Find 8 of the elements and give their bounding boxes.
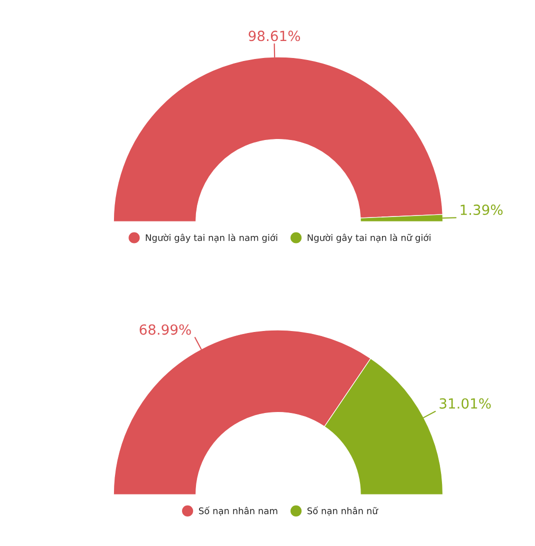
data-label: 68.99%: [140, 324, 191, 335]
data-label: 98.61%: [248, 30, 300, 42]
legend-label: Số nạn nhân nam: [199, 506, 278, 516]
data-label: 1.39%: [460, 204, 503, 216]
legend-label: Số nạn nhân nữ: [307, 506, 378, 516]
data-label: 31.01%: [440, 398, 491, 409]
legend-label: Người gây tai nạn là nữ giới: [308, 234, 430, 243]
legend-label: Người gây tai nạn là nam giới: [146, 234, 278, 243]
